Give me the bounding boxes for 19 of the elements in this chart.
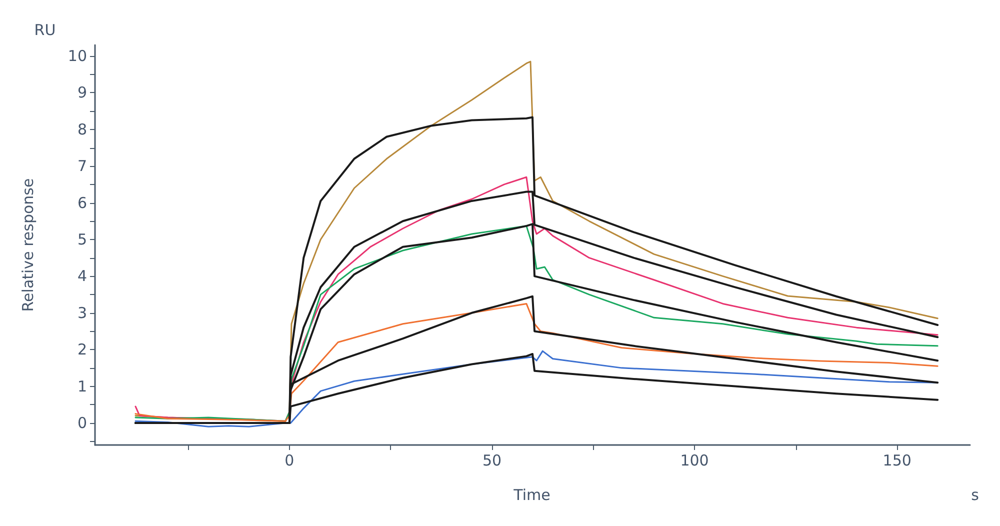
x-tick-label: 50 [482, 452, 502, 470]
y-tick-label: 7 [77, 157, 87, 176]
y-tick-label: 4 [77, 267, 87, 286]
x-tick-label: 100 [680, 452, 709, 470]
y-tick-label: 5 [77, 230, 87, 248]
y-tick-label: 6 [77, 194, 87, 212]
text: RU [34, 21, 56, 39]
x-tick-label: 0 [284, 452, 294, 470]
y-tick-label: 2 [77, 340, 87, 359]
x-tick-label: 150 [882, 452, 912, 470]
y-tick-label: 0 [77, 414, 87, 432]
y-axis-title: Relative response [19, 178, 37, 312]
y-tick-label: 9 [77, 84, 87, 102]
x-axis-title: Time [512, 486, 550, 504]
text: s [971, 486, 980, 504]
y-tick-label: 10 [68, 47, 87, 66]
y-tick-label: 3 [77, 304, 87, 322]
y-tick-label: 1 [77, 377, 87, 396]
y-tick-label: 8 [77, 120, 87, 138]
